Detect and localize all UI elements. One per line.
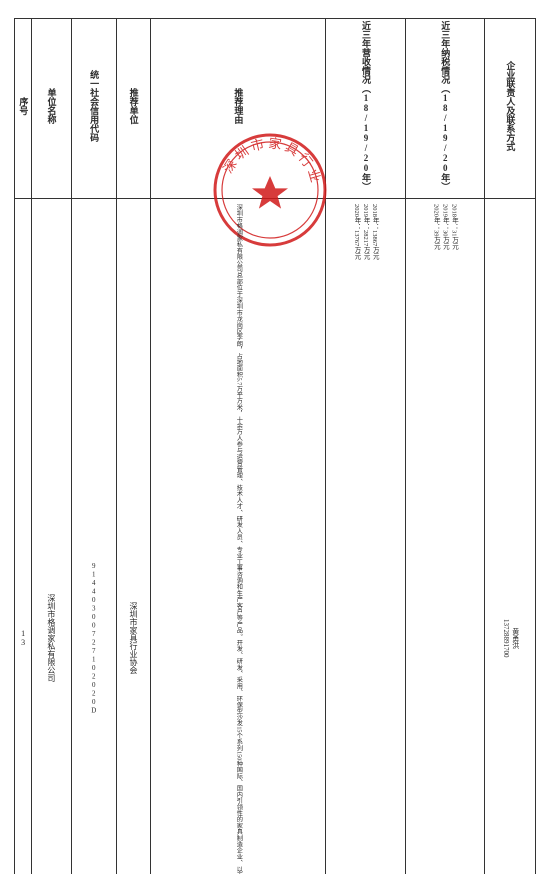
hdr-reason: 推荐理由: [150, 19, 326, 199]
cell-contact: 黄勇洪 13728891700: [485, 199, 536, 874]
revenue-block: 2018年：13867万元2019年：28217万元2020年：13767万元: [352, 201, 379, 874]
cell-seq: 13: [15, 199, 32, 874]
hdr-tax: 近三年纳税情况（18/19/20年）: [405, 19, 484, 199]
hdr-name: 单位名称: [31, 19, 71, 199]
cell-reason: 深圳市格调家私有限公司总部位于深圳市龙岗区李朗，占地面积5.7万平方米，十余万人…: [150, 199, 326, 874]
revenue-line: 2018年：13867万元: [370, 204, 379, 874]
table-header-row: 序号 单位名称 统一社会信用代码 推荐单位 推荐理由 近三年营收情况（18/19…: [15, 19, 536, 199]
contact-phone: 13728891700: [500, 619, 510, 658]
tax-line: 2019年：30万元: [440, 204, 449, 874]
contact-name: 黄勇洪: [510, 619, 520, 658]
revenue-line: 2019年：28217万元: [361, 204, 370, 874]
cell-recommender: 深圳市家具行业协会: [116, 199, 150, 874]
enterprise-info-table: 序号 单位名称 统一社会信用代码 推荐单位 推荐理由 近三年营收情况（18/19…: [14, 18, 536, 874]
hdr-seq: 序号: [15, 19, 32, 199]
tax-line: 2020年：39万元: [431, 204, 440, 874]
hdr-code: 统一社会信用代码: [71, 19, 116, 199]
document-page: 深圳市家具行业协会 序号 单位名称 统一社会信用代码 推荐单位 推荐理由 近三年…: [0, 0, 550, 874]
cell-name: 深圳市格调家私有限公司: [31, 199, 71, 874]
tax-block: 2018年：31万元2019年：30万元2020年：39万元: [431, 201, 458, 874]
tax-line: 2018年：31万元: [449, 204, 458, 874]
company-name: 深圳市格调家私有限公司: [47, 594, 56, 682]
credit-code: 91440300727102020D: [90, 562, 98, 715]
revenue-line: 2020年：13767万元: [352, 204, 361, 874]
cell-code: 91440300727102020D: [71, 199, 116, 874]
contact-block: 黄勇洪 13728891700: [500, 619, 520, 658]
table-row: 13 深圳市格调家私有限公司 91440300727102020D 深圳市家具行业协会…: [15, 199, 536, 874]
hdr-contact: 企业联责人及联系方式: [485, 19, 536, 199]
recommender-name: 深圳市家具行业协会: [129, 602, 138, 674]
hdr-revenue: 近三年营收情况（18/19/20年）: [326, 19, 405, 199]
hdr-recommender: 推荐单位: [116, 19, 150, 199]
seq-value: 13: [18, 629, 27, 647]
cell-tax: 2018年：31万元2019年：30万元2020年：39万元: [405, 199, 484, 874]
cell-revenue: 2018年：13867万元2019年：28217万元2020年：13767万元: [326, 199, 405, 874]
reason-text: 深圳市格调家私有限公司总部位于深圳市龙岗区李朗，占地面积5.7万平方米，十余万人…: [234, 201, 242, 874]
